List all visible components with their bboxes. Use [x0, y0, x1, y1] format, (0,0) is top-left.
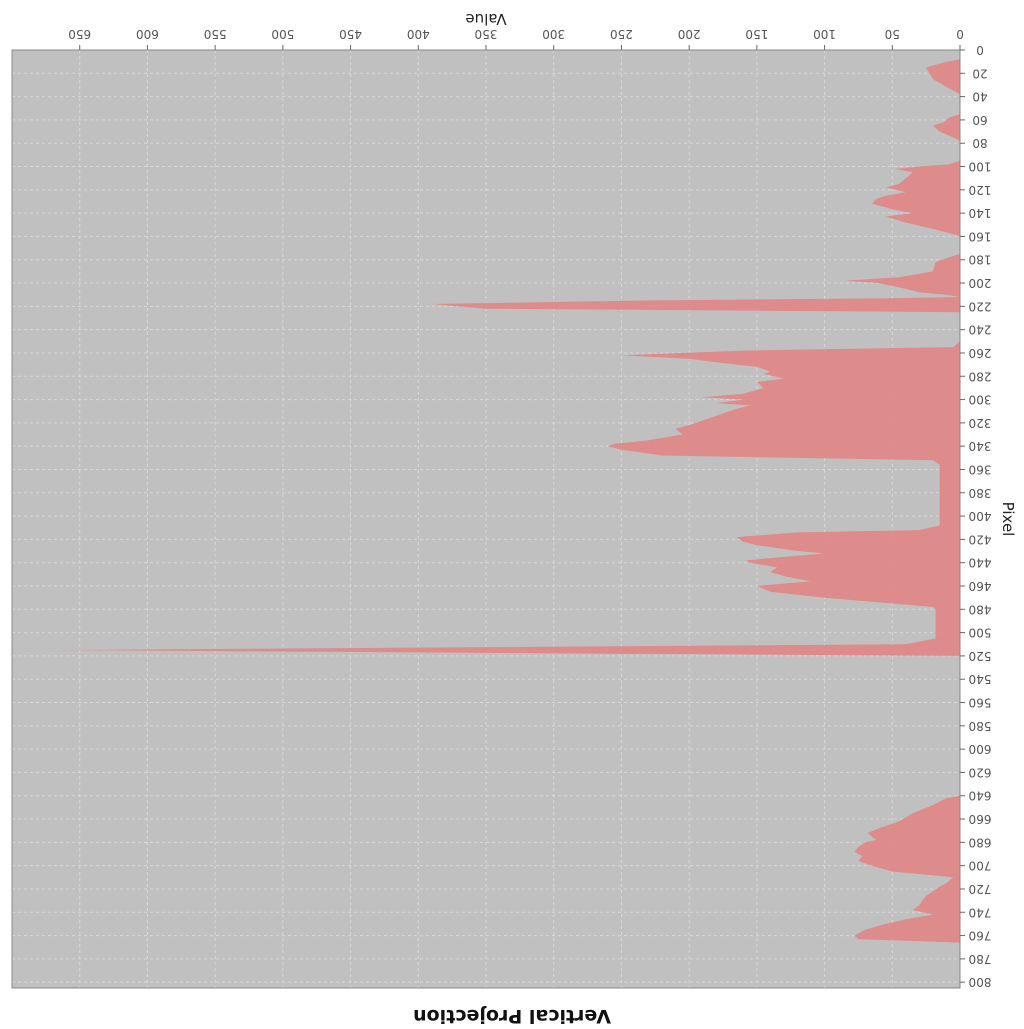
y-tick-label: 340: [969, 439, 992, 453]
y-tick-label: 780: [969, 952, 992, 966]
x-tick-label: 250: [610, 27, 633, 41]
y-tick-label: 800: [969, 975, 992, 989]
y-tick-label: 140: [969, 206, 992, 220]
y-tick-label: 200: [969, 276, 992, 290]
x-tick-label: 50: [885, 27, 900, 41]
y-tick-label: 440: [969, 556, 992, 570]
x-tick-label: 0: [956, 27, 964, 41]
x-axis-label: Value: [465, 10, 506, 28]
y-tick-label: 240: [969, 323, 992, 337]
y-tick-label: 640: [969, 789, 992, 803]
x-tick-label: 350: [475, 27, 498, 41]
chart-title: Vertical Projection: [413, 1005, 611, 1024]
y-tick-label: 180: [969, 253, 992, 267]
y-tick-label: 60: [972, 113, 987, 127]
y-tick-label: 720: [969, 882, 992, 896]
y-tick-label: 660: [969, 812, 992, 826]
pixel-axis: 0 20 40 60 80 100 120 140 160 180 200 220 240 260 280 3…: [960, 43, 991, 989]
y-tick-label: 320: [969, 416, 992, 430]
y-tick-label: 580: [969, 719, 992, 733]
y-tick-label: 540: [969, 672, 992, 686]
y-tick-label: 300: [969, 393, 992, 407]
x-tick-label: 400: [407, 27, 430, 41]
value-axis: 0 50 100 150 200 250 300 350 400 450 500 550 600 650: [68, 27, 964, 50]
y-tick-label: 460: [969, 579, 992, 593]
y-tick-label: 260: [969, 346, 992, 360]
y-tick-label: 220: [969, 299, 992, 313]
y-tick-label: 700: [969, 859, 992, 873]
x-tick-label: 200: [678, 27, 701, 41]
y-axis-label: Pixel: [999, 502, 1017, 537]
y-tick-label: 400: [969, 509, 992, 523]
y-tick-label: 520: [969, 649, 992, 663]
y-tick-label: 0: [976, 43, 984, 57]
y-tick-label: 100: [969, 160, 992, 174]
x-tick-label: 450: [339, 27, 362, 41]
x-tick-label: 650: [68, 27, 91, 41]
y-tick-label: 600: [969, 742, 992, 756]
y-tick-label: 620: [969, 765, 992, 779]
x-tick-label: 550: [204, 27, 227, 41]
y-tick-label: 40: [972, 90, 987, 104]
y-tick-label: 80: [972, 136, 987, 150]
y-tick-label: 120: [969, 183, 992, 197]
y-tick-label: 740: [969, 905, 992, 919]
y-tick-label: 760: [969, 929, 992, 943]
y-tick-label: 380: [969, 486, 992, 500]
y-tick-label: 420: [969, 532, 992, 546]
x-tick-label: 100: [813, 27, 836, 41]
x-tick-label: 300: [542, 27, 565, 41]
y-tick-label: 480: [969, 602, 992, 616]
x-tick-label: 150: [745, 27, 768, 41]
y-tick-label: 280: [969, 369, 992, 383]
y-tick-label: 560: [969, 696, 992, 710]
x-tick-label: 500: [271, 27, 294, 41]
y-tick-label: 360: [969, 462, 992, 476]
y-tick-label: 500: [969, 626, 992, 640]
y-tick-label: 20: [972, 66, 987, 80]
y-tick-label: 160: [969, 229, 992, 243]
x-tick-label: 600: [136, 27, 159, 41]
y-tick-label: 680: [969, 835, 992, 849]
